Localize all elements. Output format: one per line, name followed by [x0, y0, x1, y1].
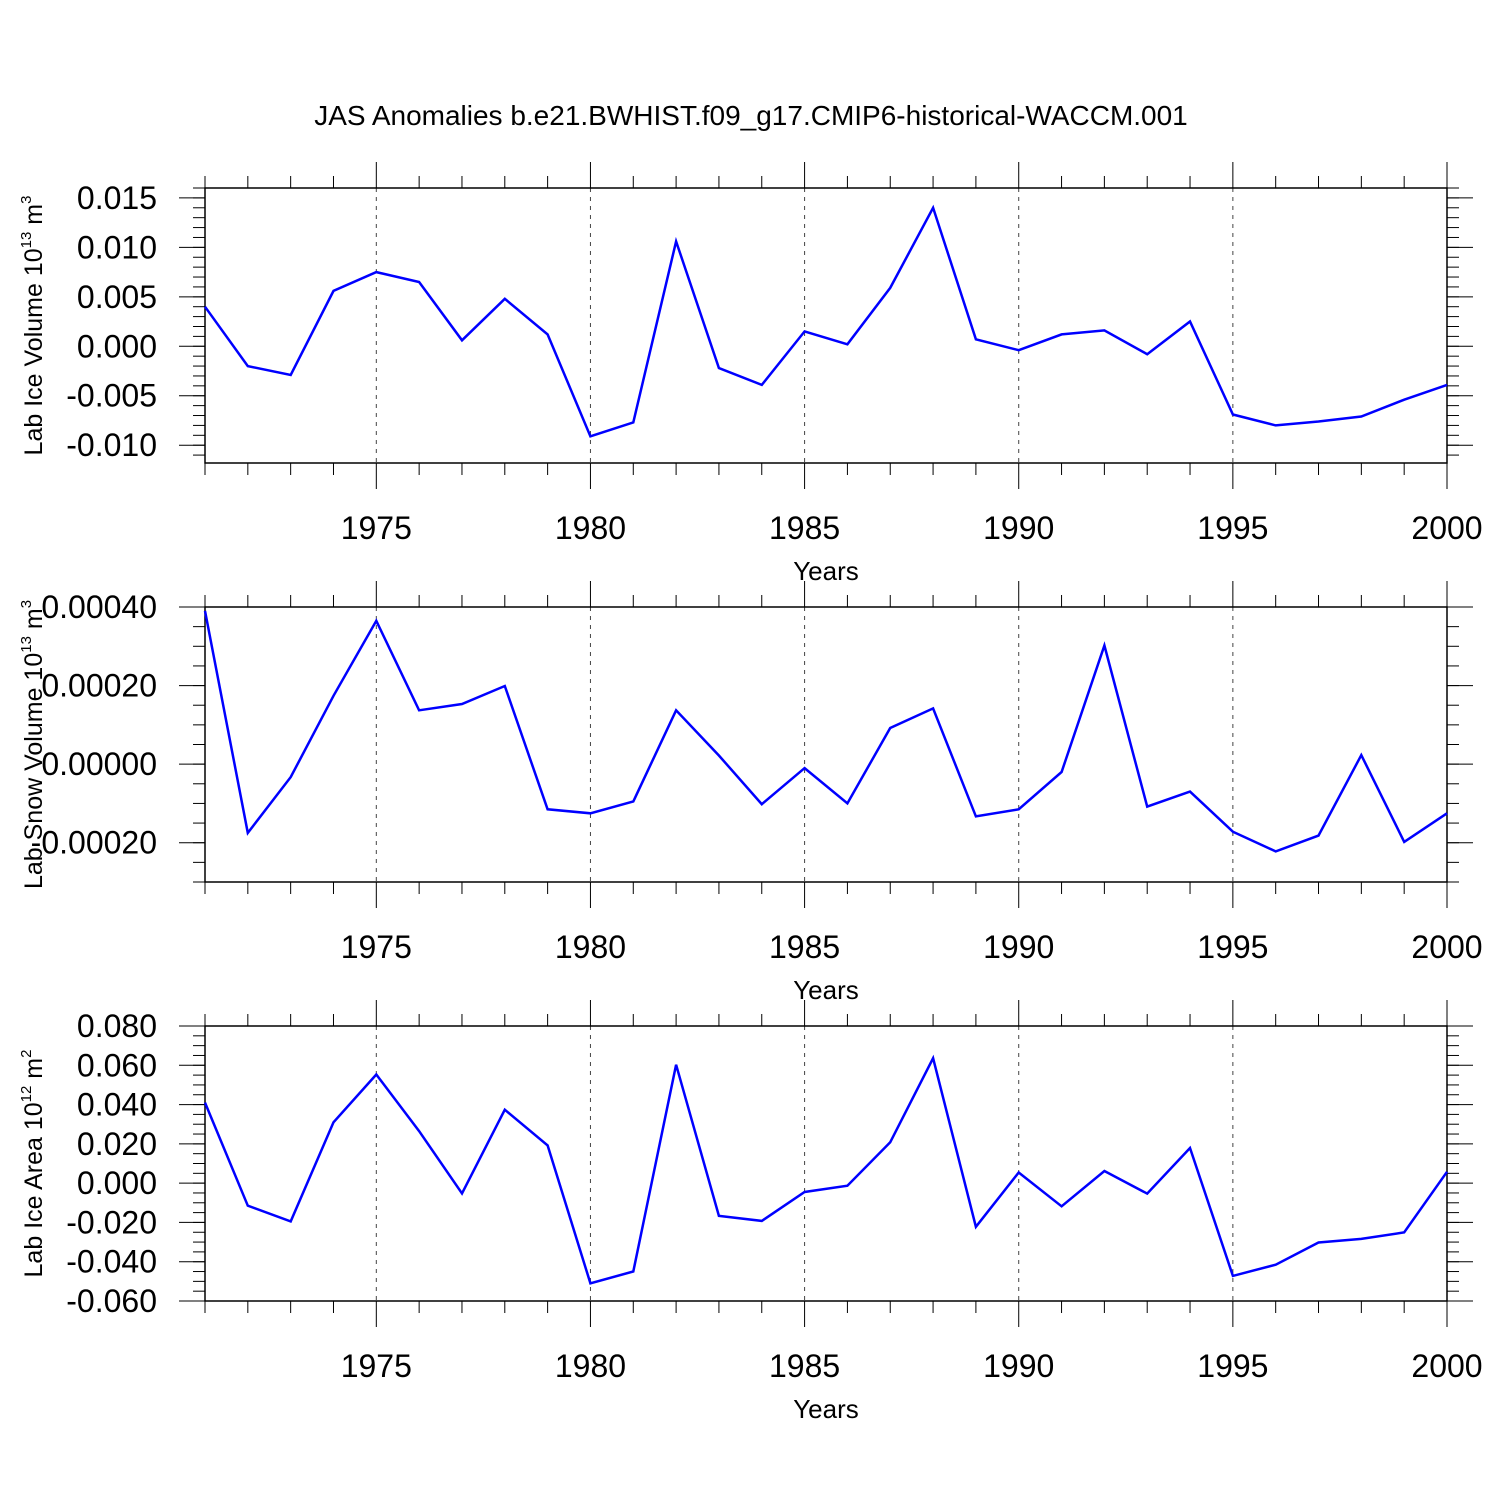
panels: 1975 1980 1985 1990 1995 2000 0.015 0.010 0.005 0… — [18, 162, 1483, 1424]
y-tick-label: 0.000 — [77, 328, 157, 364]
y-tick-label: 0.020 — [77, 1126, 157, 1162]
chart-panel-3: 1975 1980 1985 1990 1995 20000.0800.0600.0400… — [18, 1000, 1483, 1424]
y-tick-label: 0.060 — [77, 1047, 157, 1083]
series-line — [203, 1054, 1449, 1285]
y-axis-label: Lab Ice Area 1012 m2 — [18, 1050, 48, 1278]
y-axis-label: Lab Snow Volume 1013 m3 — [18, 600, 48, 889]
y-label-exp: 13 — [18, 636, 35, 653]
series-line — [203, 204, 1448, 438]
y-axis-label: Lab Ice Volume 1013 m3 — [18, 196, 48, 456]
x-tick-label: 1985 — [769, 929, 840, 965]
x-tick-label: 1990 — [983, 929, 1054, 965]
x-tick-label: 1995 — [1197, 1348, 1268, 1384]
y-tick-label: -0.010 — [66, 427, 157, 463]
y-tick-label: 0.00020 — [41, 668, 157, 704]
y-label-main: Lab Ice Area 10 — [20, 1102, 48, 1277]
x-tick-label: 1975 — [341, 1348, 412, 1384]
y-label-main: Lab Ice Volume 10 — [20, 248, 48, 455]
y-label-unit-exp: 3 — [18, 600, 35, 608]
y-label-exp: 12 — [18, 1086, 35, 1103]
chart-panel-2: 1975 1980 1985 1990 1995 2000 0.00040 0.00020 0.… — [18, 581, 1483, 1005]
x-tick-label: 2000 — [1411, 929, 1482, 965]
y-tick-label: -0.020 — [66, 1204, 157, 1240]
y-tick-label: 0.000 — [77, 1165, 157, 1201]
x-tick-label: 1995 — [1197, 510, 1268, 546]
y-label-main: Lab Snow Volume 10 — [20, 653, 48, 889]
y-label-unit-exp: 2 — [18, 1050, 35, 1058]
x-axis-label: Years — [793, 975, 859, 1005]
y-tick-label: -0.040 — [66, 1244, 157, 1280]
x-tick-label: 1985 — [769, 510, 840, 546]
x-tick-label: 1980 — [555, 1348, 626, 1384]
x-axis-label: Years — [793, 556, 859, 586]
y-label-exp: 13 — [18, 232, 35, 249]
figure-title: JAS Anomalies b.e21.BWHIST.f09_g17.CMIP6… — [314, 100, 1188, 131]
x-tick-label: 1980 — [555, 510, 626, 546]
y-tick-label: -0.00020 — [31, 825, 157, 861]
x-tick-label: 1990 — [983, 510, 1054, 546]
y-tick-label: -0.005 — [66, 378, 157, 414]
x-tick-label: 1990 — [983, 1348, 1054, 1384]
y-tick-label: 0.015 — [77, 180, 157, 216]
y-label-unit: m — [20, 1058, 48, 1086]
x-tick-label: 1975 — [341, 929, 412, 965]
series-line — [203, 610, 1448, 853]
plot-frame — [204, 606, 1448, 883]
y-tick-label: 0.040 — [77, 1087, 157, 1123]
y-tick-label: 0.00000 — [41, 746, 157, 782]
y-tick-label: 0.005 — [77, 279, 157, 315]
y-tick-label: -0.060 — [66, 1283, 157, 1319]
x-tick-label: 2000 — [1411, 510, 1482, 546]
x-tick-label: 1980 — [555, 929, 626, 965]
x-tick-label: 1975 — [341, 510, 412, 546]
y-label-unit: m — [20, 608, 48, 636]
y-label-unit: m — [20, 204, 48, 232]
x-axis-label: Years — [793, 1394, 859, 1424]
chart-panel-1: 1975 1980 1985 1990 1995 2000 0.015 0.010 0.005 0… — [18, 162, 1483, 586]
plot-frame — [204, 187, 1448, 464]
y-tick-label: 0.010 — [77, 229, 157, 265]
plot-frame — [204, 1025, 1448, 1302]
x-tick-label: 1985 — [769, 1348, 840, 1384]
x-tick-label: 2000 — [1411, 1348, 1482, 1384]
y-tick-label: 0.00040 — [41, 589, 157, 625]
y-tick-label: 0.080 — [77, 1008, 157, 1044]
y-label-unit-exp: 3 — [18, 196, 35, 204]
x-tick-label: 1995 — [1197, 929, 1268, 965]
